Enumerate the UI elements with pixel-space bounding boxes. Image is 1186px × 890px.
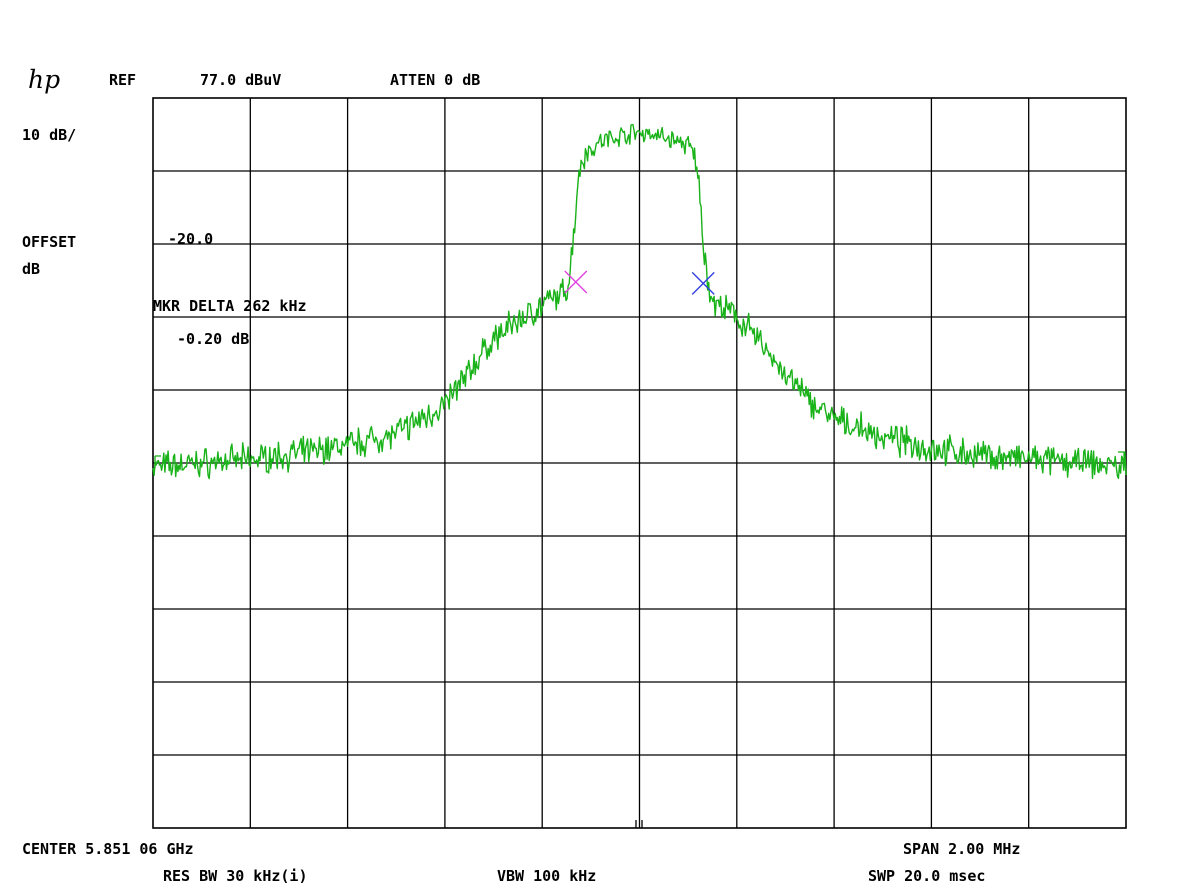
graticule (153, 98, 1126, 828)
ref-label: REF (109, 71, 136, 89)
spectrum-trace (152, 123, 1127, 480)
marker-1-x-icon (564, 270, 588, 294)
hp-logo: hp (28, 65, 60, 94)
sweep-time: SWP 20.0 msec (868, 867, 985, 885)
scale-readout: 10 dB/ (22, 126, 76, 144)
attenuation-readout: ATTEN 0 dB (390, 71, 480, 89)
center-tick (635, 820, 643, 828)
video-bandwidth: VBW 100 kHz (497, 867, 596, 885)
marker-delta-amplitude: -0.20 dB (177, 330, 249, 348)
span-readout: SPAN 2.00 MHz (903, 840, 1020, 858)
ref-level-value: 77.0 dBuV (200, 71, 281, 89)
hp-logo-text: hp (28, 65, 60, 94)
offset-label: OFFSET (22, 233, 76, 251)
offset-value: -20.0 (168, 230, 213, 248)
marker-delta-readout: MKR DELTA 262 kHz (153, 297, 307, 315)
marker-2-x-icon (691, 271, 715, 295)
center-frequency: CENTER 5.851 06 GHz (22, 840, 194, 858)
offset-unit: dB (22, 260, 40, 278)
resolution-bandwidth: RES BW 30 kHz(i) (163, 867, 308, 885)
